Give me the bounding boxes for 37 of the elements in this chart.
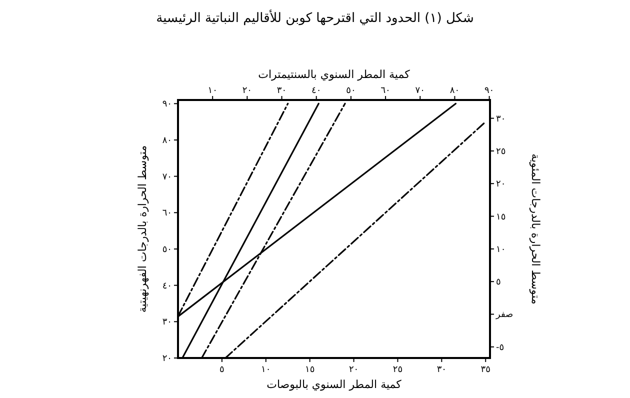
y-tick-label: ٩٠ xyxy=(162,100,172,110)
x2-tick-label: ٣٠ xyxy=(276,86,287,96)
x-tick-label: ١٥ xyxy=(304,365,315,375)
y-tick-label: ٦٠ xyxy=(162,208,172,219)
y2-tick-label: ١٠ xyxy=(496,244,506,255)
x2-tick-label: ٤٠ xyxy=(312,86,322,96)
x2-tick-label: ٨٠ xyxy=(450,86,460,96)
x-tick-label: ٣٠ xyxy=(436,365,446,375)
y-tick-label: ٨٠ xyxy=(162,136,172,146)
chart-title: شكل (١) الحدود التي اقترحها كوبن للأقاليم النباتية الرئيسية xyxy=(156,9,474,26)
y2-tick-label: ٣٠ xyxy=(496,114,506,124)
y2-tick-label: -٥ xyxy=(496,342,504,353)
y-axis-title: متوسط الحرارة بالدرجات الفهرنهيتية xyxy=(136,145,149,313)
y2-tick-label: ١٥ xyxy=(496,212,506,222)
x2-tick-label: ١٠ xyxy=(208,86,218,96)
y2-axis-title: متوسط الحرارة بالدرجات المئوية xyxy=(529,154,542,305)
x2-tick-label: ٧٠ xyxy=(415,86,425,96)
x2-tick-label: ٩٠ xyxy=(484,86,494,96)
x2-axis-title: كمية المطر السنوي بالسنتيمترات xyxy=(258,68,411,81)
x-tick-label: ٢٠ xyxy=(348,365,359,375)
y-tick-label: ٧٠ xyxy=(162,172,172,182)
x-tick-label: ٢٥ xyxy=(392,365,403,375)
x-axis-title: كمية المطر السنوي بالبوصات xyxy=(266,378,402,391)
x-tick-label: ٣٥ xyxy=(480,365,491,375)
y-tick-label: ٥٠ xyxy=(162,244,172,255)
x2-tick-label: ٦٠ xyxy=(380,86,390,96)
x2-tick-label: ٥٠ xyxy=(346,86,356,96)
x2-tick-label: ٢٠ xyxy=(242,86,252,96)
y2-tick-label: ٥ xyxy=(496,278,501,288)
x-tick-label: ٥ xyxy=(220,365,225,375)
y-tick-label: ٤٠ xyxy=(162,281,172,292)
y2-tick-label: صفر xyxy=(495,310,514,320)
y2-tick-label: ٢٠ xyxy=(496,180,506,190)
y-tick-label: ٣٠ xyxy=(162,318,172,328)
y-tick-label: ٢٠ xyxy=(162,354,172,364)
y2-tick-label: ٢٥ xyxy=(496,146,506,157)
x-tick-label: ١٠ xyxy=(261,365,271,375)
